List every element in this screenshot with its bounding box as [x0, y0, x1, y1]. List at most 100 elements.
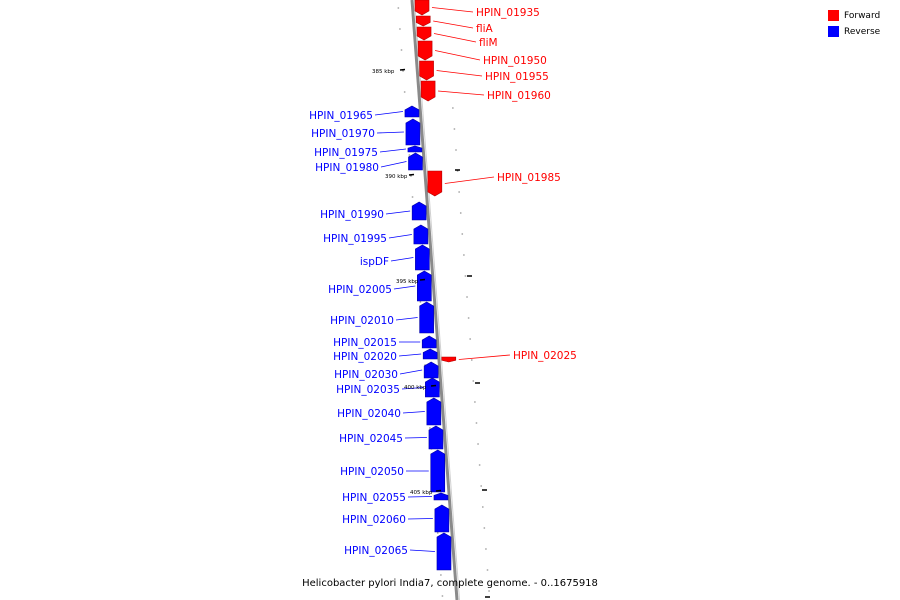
gene-leader-line: [433, 33, 477, 43]
gene-hpin_01980[interactable]: HPIN_01980: [315, 152, 423, 174]
scale-tick: [430, 384, 437, 387]
gene-leader-line: [407, 518, 433, 520]
gene-arrow[interactable]: [434, 504, 450, 533]
legend-item-reverse: Reverse: [828, 24, 890, 39]
legend-item-forward: Forward: [828, 8, 890, 23]
gene-arrow[interactable]: [415, 244, 430, 271]
gene-leader-line: [390, 257, 414, 262]
gene-label[interactable]: HPIN_01935: [476, 7, 540, 19]
gene-hpin_01970[interactable]: HPIN_01970: [311, 118, 421, 146]
gene-label[interactable]: HPIN_02005: [328, 284, 392, 296]
gene-arrow[interactable]: [417, 270, 432, 302]
gene-hpin_01960[interactable]: HPIN_01960: [420, 80, 551, 102]
gene-arrow[interactable]: [423, 361, 439, 379]
gene-label[interactable]: HPIN_01980: [315, 162, 379, 174]
gene-label[interactable]: HPIN_02060: [342, 514, 406, 526]
gene-hpin_02040[interactable]: HPIN_02040: [337, 397, 442, 426]
gene-arrow[interactable]: [411, 201, 427, 221]
gene-label[interactable]: HPIN_01970: [311, 128, 375, 140]
gene-flia[interactable]: fliA: [415, 15, 494, 35]
gene-arrow[interactable]: [419, 301, 434, 334]
gene-hpin_01935[interactable]: HPIN_01935: [414, 0, 540, 19]
gene-hpin_02055[interactable]: HPIN_02055: [342, 492, 449, 504]
gene-hpin_02005[interactable]: HPIN_02005: [328, 270, 432, 302]
gene-arrow[interactable]: [433, 492, 449, 501]
gene-hpin_02020[interactable]: HPIN_02020: [333, 348, 438, 363]
gene-flim[interactable]: fliM: [416, 26, 498, 49]
gene-label[interactable]: HPIN_02015: [333, 337, 397, 349]
gene-arrow[interactable]: [441, 356, 457, 363]
gene-leader-line: [402, 411, 425, 414]
gene-hpin_02035[interactable]: HPIN_02035: [336, 377, 440, 398]
gene-label[interactable]: HPIN_01955: [485, 71, 549, 83]
gene-hpin_01950[interactable]: HPIN_01950: [417, 40, 547, 67]
gene-arrow[interactable]: [417, 40, 433, 61]
gene-hpin_02010[interactable]: HPIN_02010: [330, 301, 434, 334]
gene-label[interactable]: HPIN_01990: [320, 209, 384, 221]
gene-arrow[interactable]: [422, 348, 438, 360]
gene-hpin_02065[interactable]: HPIN_02065: [344, 532, 452, 571]
gene-arrow[interactable]: [420, 80, 436, 102]
gene-arrow[interactable]: [404, 105, 420, 118]
gene-arrow[interactable]: [405, 118, 421, 146]
scale-label: 395 kbp: [396, 279, 419, 285]
gene-arrow[interactable]: [430, 449, 446, 493]
gene-hpin_02030[interactable]: HPIN_02030: [334, 361, 439, 381]
gene-label[interactable]: HPIN_02020: [333, 351, 397, 363]
gene-arrow[interactable]: [425, 377, 440, 398]
legend-swatch-reverse: [828, 26, 839, 37]
gene-arrow[interactable]: [427, 170, 443, 197]
gene-label[interactable]: HPIN_02035: [336, 384, 400, 396]
gene-label[interactable]: HPIN_01995: [323, 233, 387, 245]
gene-label[interactable]: HPIN_01960: [487, 90, 551, 102]
gene-label[interactable]: HPIN_02065: [344, 545, 408, 557]
backbone-line: [410, 0, 459, 600]
gene-leader-line: [433, 20, 474, 29]
gene-label[interactable]: ispDF: [360, 256, 389, 268]
gene-label[interactable]: HPIN_01975: [314, 147, 378, 159]
gene-hpin_01955[interactable]: HPIN_01955: [419, 60, 549, 83]
gene-ispdf[interactable]: ispDF: [360, 244, 430, 271]
gene-leader-line: [434, 50, 481, 61]
gene-label[interactable]: HPIN_02030: [334, 369, 398, 381]
gene-hpin_02015[interactable]: HPIN_02015: [333, 335, 437, 349]
gene-hpin_02025[interactable]: HPIN_02025: [441, 350, 577, 363]
gene-label[interactable]: HPIN_02045: [339, 433, 403, 445]
scale-label: 385 kbp: [372, 69, 395, 75]
gene-label[interactable]: HPIN_02055: [342, 492, 406, 504]
gene-arrow[interactable]: [408, 152, 423, 171]
gene-leader-line: [395, 317, 418, 321]
gene-leader-line: [404, 437, 427, 439]
gene-leader-line: [444, 176, 495, 184]
gene-label[interactable]: HPIN_02010: [330, 315, 394, 327]
gene-hpin_01965[interactable]: HPIN_01965: [309, 105, 420, 122]
gene-arrow[interactable]: [415, 15, 431, 27]
scale-tick: [435, 489, 442, 492]
gene-label[interactable]: HPIN_01965: [309, 110, 373, 122]
gene-hpin_02060[interactable]: HPIN_02060: [342, 504, 450, 533]
gene-arrow[interactable]: [407, 145, 423, 153]
gene-hpin_01985[interactable]: HPIN_01985: [427, 170, 561, 197]
gene-arrow[interactable]: [414, 0, 430, 16]
gene-features: HPIN_01935 fliA fliM HPIN_01950 HPIN_01955 HP…: [309, 0, 577, 571]
gene-hpin_01995[interactable]: HPIN_01995: [323, 224, 429, 245]
gene-hpin_02045[interactable]: HPIN_02045: [339, 425, 444, 450]
gene-label[interactable]: HPIN_02050: [340, 466, 404, 478]
gene-label[interactable]: fliM: [479, 37, 498, 49]
gene-hpin_01975[interactable]: HPIN_01975: [314, 145, 423, 159]
gene-label[interactable]: HPIN_02040: [337, 408, 401, 420]
gene-label[interactable]: HPIN_02025: [513, 350, 577, 362]
gene-arrow[interactable]: [421, 335, 437, 349]
gene-arrow[interactable]: [416, 26, 432, 41]
gene-hpin_02050[interactable]: HPIN_02050: [340, 449, 446, 493]
gene-arrow[interactable]: [426, 397, 442, 426]
gene-label[interactable]: HPIN_01985: [497, 172, 561, 184]
gene-arrow[interactable]: [419, 60, 434, 81]
gene-label[interactable]: fliA: [476, 23, 494, 35]
gene-arrow[interactable]: [436, 532, 452, 571]
gene-arrow[interactable]: [413, 224, 429, 245]
gene-hpin_01990[interactable]: HPIN_01990: [320, 201, 427, 221]
gene-label[interactable]: HPIN_01950: [483, 55, 547, 67]
gene-arrow[interactable]: [428, 425, 444, 450]
